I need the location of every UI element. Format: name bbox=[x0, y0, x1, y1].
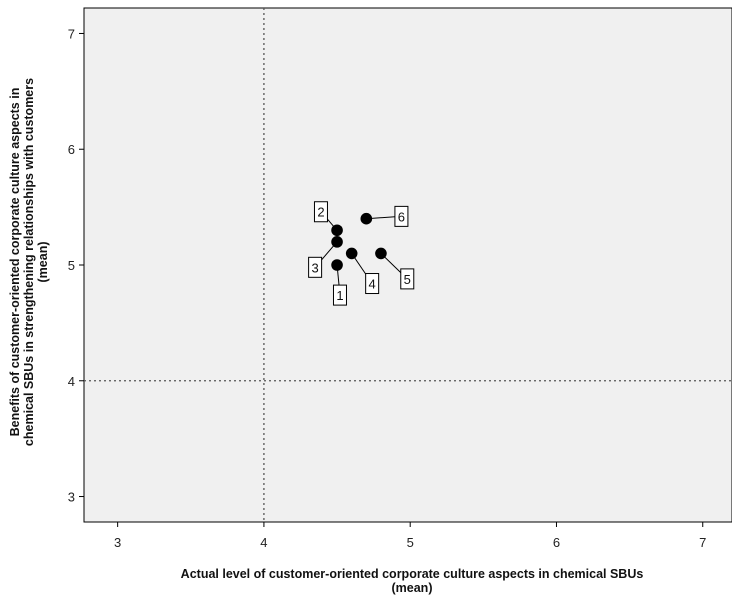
point-label: 2 bbox=[317, 205, 324, 220]
point-label-box bbox=[308, 256, 323, 278]
x-tick-label: 3 bbox=[114, 535, 121, 550]
y-tick-label: 4 bbox=[68, 374, 75, 389]
point-label-box bbox=[332, 284, 347, 306]
point-label-box bbox=[365, 273, 380, 295]
data-point-group: 3 bbox=[308, 236, 343, 278]
x-axis-title-unit: (mean) bbox=[392, 581, 433, 595]
point-label: 5 bbox=[404, 272, 411, 287]
y-axis-title-line-1: Benefits of customer-oriented corporate … bbox=[8, 88, 22, 437]
x-tick-label: 6 bbox=[553, 535, 560, 550]
data-point-marker bbox=[331, 224, 343, 237]
x-axis-title: Actual level of customer-oriented corpor… bbox=[181, 567, 644, 581]
data-point-group: 4 bbox=[345, 247, 380, 295]
y-axis-title-unit: (mean) bbox=[36, 242, 50, 283]
data-point-marker bbox=[360, 212, 373, 225]
y-tick-label: 3 bbox=[68, 490, 75, 505]
data-point-group: 2 bbox=[313, 201, 343, 237]
x-tick-label: 5 bbox=[407, 535, 414, 550]
data-point-marker bbox=[331, 236, 343, 248]
data-point-marker bbox=[331, 259, 343, 271]
data-point-marker bbox=[345, 247, 358, 260]
point-label: 4 bbox=[369, 277, 376, 292]
y-tick-label: 6 bbox=[68, 142, 75, 157]
plot-area bbox=[83, 7, 732, 523]
point-label-box bbox=[313, 201, 328, 223]
x-tick-label: 4 bbox=[260, 535, 267, 550]
x-tick-label: 7 bbox=[699, 535, 706, 550]
data-point-group: 5 bbox=[375, 247, 415, 290]
y-tick-label: 7 bbox=[68, 26, 75, 41]
point-label: 3 bbox=[311, 260, 318, 275]
y-tick-label: 5 bbox=[68, 258, 75, 273]
point-label: 6 bbox=[398, 209, 405, 224]
data-point-group: 6 bbox=[360, 205, 409, 227]
y-axis-title-line-2: chemical SBUs in strengthening relations… bbox=[22, 78, 36, 446]
point-label-box bbox=[394, 205, 409, 227]
data-point-marker bbox=[375, 247, 387, 260]
point-label-box bbox=[400, 268, 415, 290]
point-label: 1 bbox=[336, 288, 343, 303]
data-point-group: 1 bbox=[331, 259, 347, 306]
